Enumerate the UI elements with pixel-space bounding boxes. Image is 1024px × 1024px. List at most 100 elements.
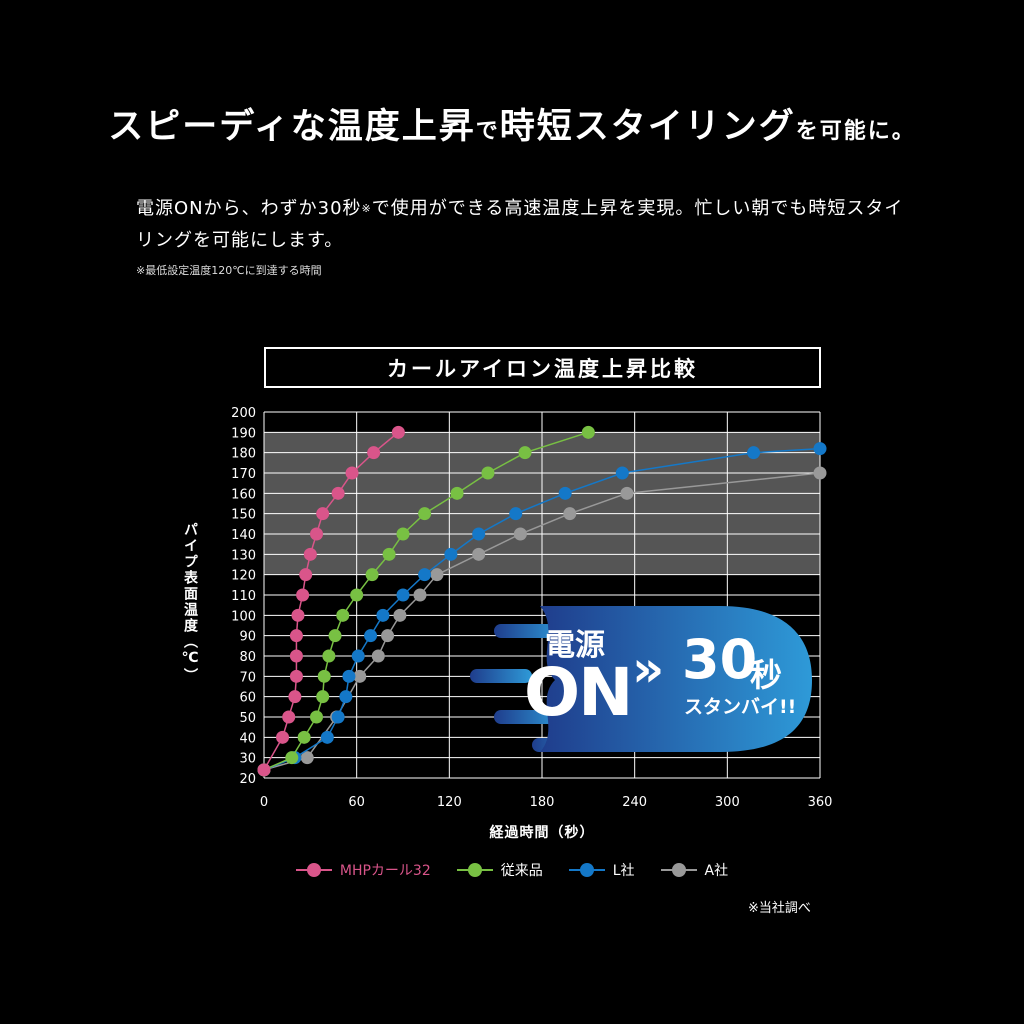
headline-part3: 時短スタイリング (499, 107, 796, 147)
data-point (472, 547, 486, 561)
data-point (367, 446, 381, 460)
data-point (316, 507, 330, 521)
headline: スピーディな温度上昇で時短スタイリングを可能に。 (0, 98, 1024, 149)
y-tick-label: 110 (231, 589, 256, 604)
data-point (297, 730, 311, 744)
data-point (339, 690, 353, 704)
series-従来品 (257, 425, 595, 777)
data-point (320, 730, 334, 744)
y-tick-label: 120 (231, 569, 256, 584)
data-point (342, 669, 356, 683)
data-point (472, 527, 486, 541)
data-point (444, 547, 458, 561)
description: 電源ONから、わずか30秒※で使用ができる高速温度上昇を実現。忙しい朝でも時短ス… (136, 193, 906, 257)
badge-streak (494, 624, 564, 638)
data-point (376, 608, 390, 622)
data-point (413, 588, 427, 602)
data-point (418, 507, 432, 521)
data-point (285, 751, 299, 765)
y-tick-label: 160 (231, 487, 256, 502)
data-point (418, 568, 432, 582)
headline-part4: を可能に。 (795, 119, 916, 144)
data-point (317, 669, 331, 683)
data-point (289, 649, 303, 663)
legend-label: A社 (704, 863, 729, 879)
data-point (316, 690, 330, 704)
data-point (382, 547, 396, 561)
legend-swatch (660, 863, 697, 877)
description-mark: ※ (361, 202, 372, 215)
legend-dot-icon (671, 863, 686, 877)
data-point (615, 466, 629, 480)
data-point (296, 588, 310, 602)
y-tick-label: 170 (231, 467, 256, 482)
y-tick-label: 100 (231, 609, 256, 624)
y-tick-label: 30 (239, 752, 256, 767)
y-tick-label: 60 (239, 691, 256, 706)
x-tick-label: 0 (260, 795, 268, 810)
legend-label: MHPカール32 (339, 863, 431, 879)
data-point (345, 466, 359, 480)
badge-power-label: 電源 (545, 628, 605, 663)
data-point (322, 649, 336, 663)
x-tick-label: 60 (348, 795, 365, 810)
data-point (481, 466, 495, 480)
data-point (393, 608, 407, 622)
legend: MHPカール32 従来品 L社 A社 (0, 860, 1024, 880)
legend-label: L社 (612, 863, 635, 879)
data-point (509, 507, 523, 521)
headline-part2: で (475, 119, 500, 144)
y-tick-label: 70 (239, 670, 256, 685)
data-point (450, 486, 464, 500)
x-tick-label: 120 (437, 795, 462, 810)
y-tick-label: 130 (231, 548, 256, 563)
data-point (365, 568, 379, 582)
y-tick-label: 20 (239, 772, 256, 787)
description-text1: 電源ONから、わずか30秒 (136, 198, 362, 219)
y-tick-label: 80 (239, 650, 256, 665)
data-point (303, 547, 317, 561)
data-point (288, 690, 302, 704)
legend-label: 従来品 (500, 863, 543, 879)
data-point (558, 486, 572, 500)
headline-part1: スピーディな温度上昇 (108, 107, 476, 147)
source-note: ※当社調べ (748, 901, 811, 916)
data-point (299, 568, 313, 582)
series-layer (257, 425, 827, 777)
data-point (813, 442, 827, 456)
x-tick-label: 360 (808, 795, 833, 810)
y-tick-label: 190 (231, 426, 256, 441)
legend-item: 従来品 (456, 860, 543, 880)
data-point (396, 588, 410, 602)
x-axis-label: 経過時間（秒） (489, 825, 595, 841)
data-point (396, 527, 410, 541)
data-point (813, 466, 827, 480)
series-MHPカール32 (257, 425, 405, 777)
data-point (331, 710, 345, 724)
y-tick-label: 140 (231, 528, 256, 543)
data-point (747, 446, 761, 460)
y-tick-label: 90 (239, 630, 256, 645)
legend-swatch (456, 863, 493, 877)
y-tick-label: 200 (231, 406, 256, 421)
badge-seconds-number: 30 (682, 628, 758, 691)
y-tick-label: 40 (239, 731, 256, 746)
data-point (353, 669, 367, 683)
data-point (581, 425, 595, 439)
data-point (518, 446, 532, 460)
data-point (289, 669, 303, 683)
data-point (381, 629, 395, 643)
chart-title: カールアイロン温度上昇比較 (264, 347, 821, 388)
data-point (328, 629, 342, 643)
data-point (310, 527, 324, 541)
data-point (300, 751, 314, 765)
legend-dot-icon (467, 863, 482, 877)
data-point (276, 730, 290, 744)
tick-labels: 20 30 40 50 60 70 80 90 100 110 120 130 140 150 160 170… (231, 406, 832, 810)
data-point (351, 649, 365, 663)
badge-streak (470, 669, 532, 683)
legend-swatch (568, 863, 605, 877)
data-point (513, 527, 527, 541)
legend-dot-icon (579, 863, 594, 877)
standby-badge (470, 606, 812, 752)
